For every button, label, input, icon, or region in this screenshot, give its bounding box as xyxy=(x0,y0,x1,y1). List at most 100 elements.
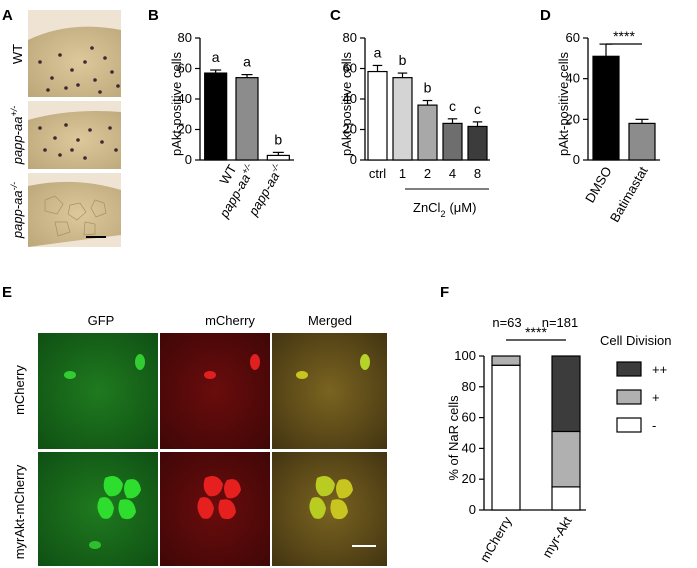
pakt-dot xyxy=(43,148,47,152)
image-red-mcherry xyxy=(160,333,270,449)
y-tick-label: 0 xyxy=(573,152,580,167)
panel-f: F % of NaR cells n=63 n=181 0 20 40 60 80 100… xyxy=(440,284,672,565)
n-label: n=181 xyxy=(542,315,579,330)
pakt-dot xyxy=(114,148,118,152)
y-tick-label: 0 xyxy=(185,152,192,167)
legend-label: ++ xyxy=(652,362,667,377)
pakt-dots-wt xyxy=(38,46,120,94)
pakt-dot xyxy=(103,56,107,60)
x-tick-label: 8 xyxy=(474,166,481,181)
y-tick-label: 60 xyxy=(178,61,192,76)
bar xyxy=(266,154,290,161)
y-tick-label: 0 xyxy=(469,502,476,517)
panel-d: D pAkt-positive cells 0204060DMSOBatimas… xyxy=(540,7,660,225)
panel-letter-e: E xyxy=(2,284,12,301)
y-tick-label: 40 xyxy=(343,91,357,106)
bar xyxy=(204,72,228,161)
pakt-dot xyxy=(116,84,120,88)
legend-swatch xyxy=(616,417,642,433)
y-tick-label: 80 xyxy=(343,30,357,45)
significance-letter: b xyxy=(274,131,282,147)
y-tick-label: 20 xyxy=(343,122,357,137)
significance-letter: c xyxy=(449,98,456,114)
x-tick-label: DMSO xyxy=(582,164,614,205)
bar xyxy=(417,104,438,161)
image-gfp-mcherry xyxy=(38,333,158,449)
y-tick-label: 100 xyxy=(454,348,476,363)
panel-letter-b: B xyxy=(148,7,159,24)
pakt-dot xyxy=(50,76,54,80)
pakt-dot xyxy=(110,70,114,74)
panel-b: B pAkt-positive cells 0 20 40 60 80 a a b WT pa… xyxy=(148,7,294,221)
row-label-mcherry: mCherry xyxy=(12,365,27,415)
y-axis-label: pAkt-positive cells xyxy=(339,51,354,156)
pakt-dot xyxy=(108,126,112,130)
bar xyxy=(628,122,656,161)
pakt-dot xyxy=(98,90,102,94)
scale-bar xyxy=(86,236,106,238)
panel-c: C pAkt-positive cells 0 20 40 60 80 a ctrl b 1 b 2… xyxy=(330,7,490,219)
x-tick-label: mCherry xyxy=(477,514,515,565)
legend-label: + xyxy=(652,390,660,405)
panel-a-image-het xyxy=(28,101,121,169)
pakt-dot xyxy=(38,126,42,130)
pakt-dot xyxy=(100,140,104,144)
legend-swatch xyxy=(616,389,642,405)
chart-f: 0 20 40 60 80 100 mCherry myr-Akt **** xyxy=(454,324,586,565)
panel-e: E GFP mCherry Merged mCherry myrAkt-mChe… xyxy=(2,284,387,566)
significance-letter: a xyxy=(374,44,382,60)
significance-letter: b xyxy=(424,80,432,96)
pakt-dot xyxy=(53,136,57,140)
pakt-dot xyxy=(70,148,74,152)
panel-letter-d: D xyxy=(540,7,551,24)
pakt-dot xyxy=(88,128,92,132)
significance-letter: b xyxy=(399,52,407,68)
chart-b: 0 20 40 60 80 a a b xyxy=(178,30,294,167)
y-tick-label: 20 xyxy=(178,122,192,137)
bar xyxy=(442,122,463,161)
stacked-segment xyxy=(551,355,581,433)
pakt-dot xyxy=(76,83,80,87)
pakt-dot xyxy=(64,123,68,127)
pakt-dot xyxy=(58,53,62,57)
legend-swatch xyxy=(616,361,642,377)
bar xyxy=(235,77,259,161)
significance-letter: a xyxy=(243,54,251,70)
pakt-dot xyxy=(38,60,42,64)
pakt-dot xyxy=(83,156,87,160)
y-tick-label: 60 xyxy=(462,410,476,425)
y-tick-label: 60 xyxy=(566,30,580,45)
y-axis-label: % of NaR cells xyxy=(446,395,461,481)
y-axis-label: pAkt-positive cells xyxy=(556,51,571,156)
stacked-segment xyxy=(491,364,521,511)
pakt-dot xyxy=(64,86,68,90)
x-tick-label: 2 xyxy=(424,166,431,181)
panel-letter-a: A xyxy=(2,7,13,24)
n-label: n=63 xyxy=(492,315,521,330)
x-tick-label: ctrl xyxy=(369,166,386,181)
stacked-segment xyxy=(551,486,581,511)
bar xyxy=(592,55,620,161)
panel-a-image-ko xyxy=(28,173,121,247)
pakt-dots-het xyxy=(38,123,118,160)
y-tick-label: 60 xyxy=(343,61,357,76)
bar xyxy=(467,125,488,161)
y-tick-label: 20 xyxy=(462,471,476,486)
bar xyxy=(392,77,413,161)
col-label-mcherry: mCherry xyxy=(205,313,255,328)
panel-a: A WT papp-aa+/- papp-aa-/- xyxy=(2,7,121,247)
x-tick-label: myr-Akt xyxy=(539,514,575,561)
x-tick-label: 1 xyxy=(399,166,406,181)
panel-letter-f: F xyxy=(440,284,449,301)
pakt-dot xyxy=(58,153,62,157)
y-tick-label: 80 xyxy=(178,30,192,45)
y-tick-label: 40 xyxy=(178,91,192,106)
scale-bar xyxy=(352,545,376,547)
legend-title: Cell Division xyxy=(600,333,672,348)
significance-letter: c xyxy=(474,101,481,117)
chart-c: 0 20 40 60 80 a ctrl b 1 b 2 c 4 c 8 xyxy=(343,30,490,181)
col-label-gfp: GFP xyxy=(88,313,115,328)
significance-stars: **** xyxy=(525,324,547,340)
